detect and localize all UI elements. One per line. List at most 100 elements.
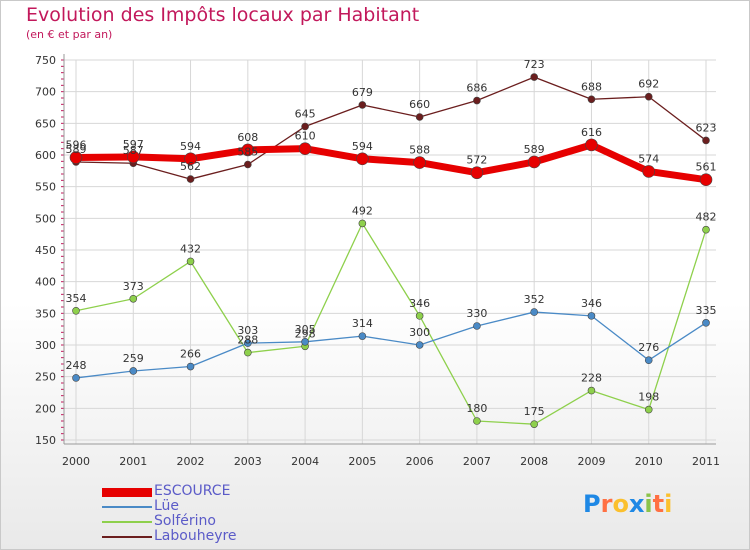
data-point-labouheyre <box>644 92 653 101</box>
data-label-escource: 561 <box>696 161 717 174</box>
data-point-labouheyre <box>702 136 710 145</box>
data-point-solferino <box>186 257 195 266</box>
y-tick-label: 400 <box>35 276 56 289</box>
data-label-lue: 303 <box>237 324 258 337</box>
data-label-labouheyre: 645 <box>295 108 316 121</box>
data-label-escource: 596 <box>66 139 87 152</box>
data-label-labouheyre: 686 <box>466 82 487 95</box>
y-tick-label: 350 <box>35 307 56 320</box>
data-point-labouheyre <box>301 122 309 131</box>
data-label-labouheyre: 562 <box>180 160 201 173</box>
data-point-lue <box>244 339 252 347</box>
y-tick-label: 550 <box>35 181 56 194</box>
data-point-escource <box>298 142 312 155</box>
data-point-solferino <box>72 306 80 315</box>
data-point-lue <box>702 319 710 327</box>
data-label-labouheyre: 623 <box>696 121 717 134</box>
chart-title: Evolution des Impôts locaux par Habitant <box>26 4 420 26</box>
data-point-lue <box>186 362 195 371</box>
data-label-lue: 266 <box>180 348 201 361</box>
data-label-escource: 610 <box>295 130 316 143</box>
data-label-escource: 594 <box>352 140 373 153</box>
data-label-lue: 276 <box>638 341 659 354</box>
y-tick-label: 650 <box>35 117 56 130</box>
data-label-lue: 300 <box>409 326 430 339</box>
series-line-escource <box>75 141 707 184</box>
data-label-solferino: 346 <box>409 297 430 310</box>
data-label-solferino: 354 <box>66 292 87 305</box>
y-tick-label: 750 <box>35 54 56 67</box>
legend-swatch-labouheyre <box>102 536 152 538</box>
series-line-solferino <box>75 222 707 425</box>
legend-label-labouheyre: Labouheyre <box>154 528 237 544</box>
y-tick-label: 250 <box>35 371 56 384</box>
legend-swatch-escource <box>102 488 152 497</box>
data-label-labouheyre: 585 <box>237 146 258 159</box>
data-label-labouheyre: 723 <box>524 58 545 71</box>
data-point-lue <box>129 367 138 375</box>
logo-letter: i <box>664 490 673 518</box>
data-label-lue: 314 <box>352 317 373 330</box>
legend-swatch-solferino <box>102 521 152 523</box>
data-point-escource <box>699 173 713 186</box>
data-point-solferino <box>530 420 538 428</box>
data-point-labouheyre <box>244 160 252 169</box>
data-point-lue <box>644 356 653 365</box>
legend-label-solferino: Solférino <box>154 513 216 529</box>
data-label-labouheyre: 587 <box>123 144 144 157</box>
data-point-lue <box>530 308 538 316</box>
data-label-escource: 608 <box>237 131 258 144</box>
data-label-escource: 616 <box>581 126 602 139</box>
data-point-escource <box>585 138 598 152</box>
data-point-lue <box>358 332 367 340</box>
data-point-escource <box>470 166 484 180</box>
data-point-labouheyre <box>415 113 424 121</box>
data-point-solferino <box>587 386 596 395</box>
logo-letter: o <box>612 490 629 518</box>
x-tick-label: 2001 <box>119 455 147 468</box>
data-label-lue: 259 <box>123 352 144 365</box>
y-tick-label: 450 <box>35 244 56 257</box>
data-label-escource: 574 <box>638 152 659 165</box>
data-label-solferino: 175 <box>524 405 545 418</box>
series-line-lue <box>75 311 707 379</box>
data-point-solferino <box>473 417 481 425</box>
data-point-lue <box>72 374 80 382</box>
data-label-escource: 572 <box>466 154 487 167</box>
x-tick-label: 2002 <box>177 455 205 468</box>
data-label-labouheyre: 660 <box>409 98 430 111</box>
data-label-lue: 335 <box>696 304 717 317</box>
data-label-solferino: 482 <box>696 211 717 224</box>
data-label-solferino: 180 <box>466 402 487 415</box>
x-tick-label: 2007 <box>463 455 491 468</box>
data-point-lue <box>301 338 309 346</box>
data-label-lue: 330 <box>466 307 487 320</box>
data-point-lue <box>587 312 596 320</box>
x-tick-label: 2006 <box>406 455 434 468</box>
data-point-escource <box>413 156 426 169</box>
data-point-labouheyre <box>186 175 195 183</box>
data-point-escource <box>126 150 140 164</box>
data-label-solferino: 288 <box>237 334 258 347</box>
y-tick-label: 600 <box>35 149 56 162</box>
data-label-labouheyre: 688 <box>581 80 602 93</box>
data-point-escource <box>356 152 369 166</box>
data-label-solferino: 298 <box>295 327 316 340</box>
data-label-labouheyre: 679 <box>352 86 373 99</box>
data-point-solferino <box>129 294 138 303</box>
data-point-escource <box>642 165 656 178</box>
data-label-escource: 597 <box>123 138 144 151</box>
x-tick-label: 2009 <box>577 455 605 468</box>
series-line-labouheyre <box>75 76 707 180</box>
data-label-escource: 588 <box>409 144 430 157</box>
logo-letter: P <box>583 490 601 518</box>
data-point-escource <box>527 155 541 169</box>
data-point-lue <box>473 322 481 330</box>
y-tick-label: 200 <box>35 402 56 415</box>
logo-letter: i <box>644 490 653 518</box>
data-point-solferino <box>358 219 367 228</box>
data-label-solferino: 373 <box>123 280 144 293</box>
data-point-escource <box>184 152 197 166</box>
x-tick-label: 2003 <box>234 455 262 468</box>
x-tick-label: 2004 <box>291 455 319 468</box>
